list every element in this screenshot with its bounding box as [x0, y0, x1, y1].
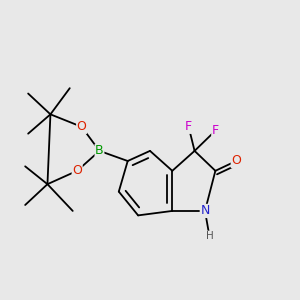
Text: O: O [77, 120, 87, 133]
Text: F: F [212, 124, 219, 137]
Text: B: B [95, 144, 104, 158]
Text: O: O [72, 164, 82, 177]
Text: N: N [200, 204, 210, 218]
Text: F: F [185, 120, 192, 133]
Text: H: H [206, 231, 213, 241]
Text: O: O [231, 154, 241, 167]
